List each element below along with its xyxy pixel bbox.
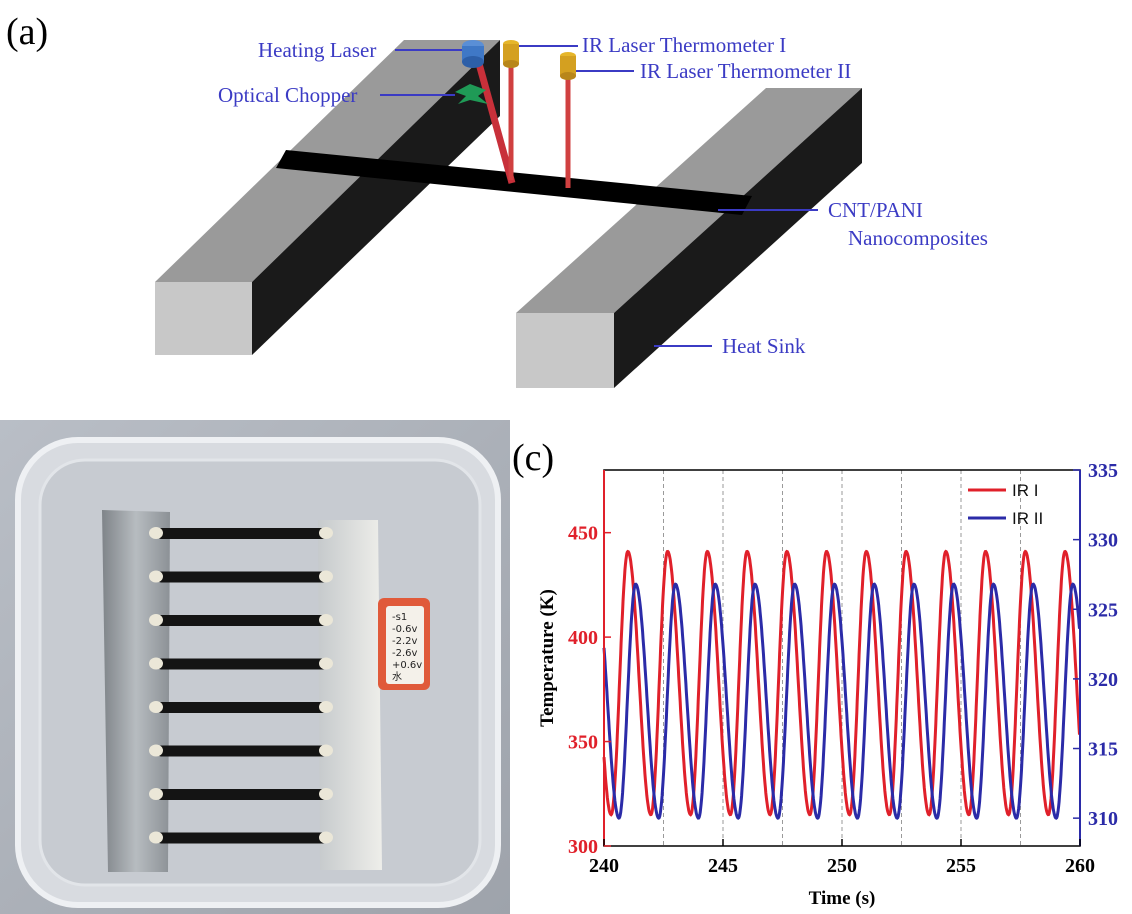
ir-thermometer-2-icon — [560, 52, 576, 80]
contact-left — [149, 788, 163, 800]
right-heat-sink-front — [516, 313, 614, 388]
y-right-tick-label: 320 — [1088, 669, 1118, 691]
legend-label-ir2: IR II — [1012, 509, 1043, 528]
chart-ticks: 240 245 250 255 260 300 350 400 450 310 315 320 325 3… — [568, 460, 1118, 877]
contact-left — [149, 831, 163, 844]
y-right-tick-label: 330 — [1088, 530, 1118, 552]
y-right-tick-label: 315 — [1088, 739, 1118, 761]
y-left-tick-label: 450 — [568, 523, 598, 545]
x-axis-title: Time (s) — [809, 888, 876, 909]
electrode-strip — [158, 615, 326, 626]
electrode-strips — [149, 527, 333, 844]
x-tick-label: 245 — [708, 855, 738, 877]
note-line: -2.2v — [392, 636, 418, 647]
chart-series — [602, 549, 1081, 820]
contact-right — [319, 657, 333, 670]
electrode-strip — [158, 789, 326, 800]
y-axis-title: Temperature (K) — [537, 589, 558, 727]
y-right-tick-label: 310 — [1088, 808, 1118, 830]
contact-right — [319, 788, 333, 800]
contact-left — [149, 701, 163, 713]
note-label — [378, 598, 430, 690]
x-tick-label: 260 — [1065, 855, 1095, 877]
series-line-ir1 — [602, 549, 1081, 817]
contact-right — [319, 701, 333, 713]
contact-left — [149, 527, 163, 539]
x-tick-label: 255 — [946, 855, 976, 877]
y-right-tick-label: 335 — [1088, 460, 1118, 482]
panel-label-c: (c) — [512, 437, 555, 479]
callout-optical-chopper: Optical Chopper — [218, 83, 358, 107]
photo-background — [0, 420, 510, 914]
contact-right — [319, 527, 333, 539]
callout-heat-sink: Heat Sink — [722, 334, 806, 358]
note-line: 水 — [392, 671, 402, 683]
left-heat-sink-front — [155, 282, 252, 355]
plot-frame — [603, 469, 1081, 847]
legend: IR I IR II — [968, 481, 1043, 528]
contact-right — [319, 570, 333, 583]
left-heat-sink-side — [252, 40, 500, 355]
electrode-strip — [158, 571, 326, 583]
cnt-pani-strip — [276, 150, 752, 215]
note-line: +0.6v — [392, 660, 422, 671]
y-right-tick-label: 325 — [1088, 599, 1118, 621]
electrode-strip — [158, 528, 326, 539]
electrode-strip — [158, 658, 326, 670]
right-aluminum-plate — [318, 520, 382, 870]
ir-thermometer-1-icon — [503, 40, 519, 68]
callout-cnt-pani-line2: Nanocomposites — [848, 226, 988, 250]
contact-left — [149, 570, 163, 583]
petri-dish-inner — [38, 458, 482, 887]
note-line: -2.6v — [392, 648, 418, 659]
y-left-tick-label: 400 — [568, 627, 598, 649]
y-left-tick-label: 300 — [568, 836, 598, 858]
note-text: -s1-0.6v-2.2v-2.6v+0.6v水 — [392, 612, 422, 683]
contact-right — [319, 831, 333, 844]
panel-label-b: (b) — [12, 433, 57, 475]
right-heat-sink-side — [614, 88, 862, 388]
contact-left — [149, 657, 163, 670]
petri-dish-outer — [15, 437, 501, 908]
series-line-ir2 — [602, 582, 1081, 820]
note-line: -0.6v — [392, 624, 418, 635]
callout-heating-laser: Heating Laser — [258, 38, 377, 62]
electrode-strip — [158, 702, 326, 713]
legend-label-ir1: IR I — [1012, 481, 1038, 500]
callout-ir-thermometer-1: IR Laser Thermometer I — [582, 33, 787, 57]
callout-cnt-pani-line1: CNT/PANI — [828, 198, 923, 222]
contact-left — [149, 744, 163, 757]
x-tick-label: 240 — [589, 855, 619, 877]
contact-right — [319, 744, 333, 757]
schematic-diagram — [155, 40, 862, 388]
left-aluminum-plate — [102, 510, 170, 872]
heating-laser-beam — [474, 59, 516, 184]
panel-label-a: (a) — [6, 11, 49, 53]
y-left-tick-label: 350 — [568, 732, 598, 754]
heating-laser-icon — [462, 40, 484, 68]
contact-left — [149, 614, 163, 626]
electrode-strip — [158, 832, 326, 844]
note-line: -s1 — [392, 612, 407, 623]
chart-gridlines — [663, 470, 1021, 846]
contact-right — [319, 614, 333, 626]
electrode-strip — [158, 745, 326, 757]
x-tick-label: 250 — [827, 855, 857, 877]
callout-ir-thermometer-2: IR Laser Thermometer II — [640, 59, 852, 83]
optical-chopper-icon — [455, 84, 488, 104]
